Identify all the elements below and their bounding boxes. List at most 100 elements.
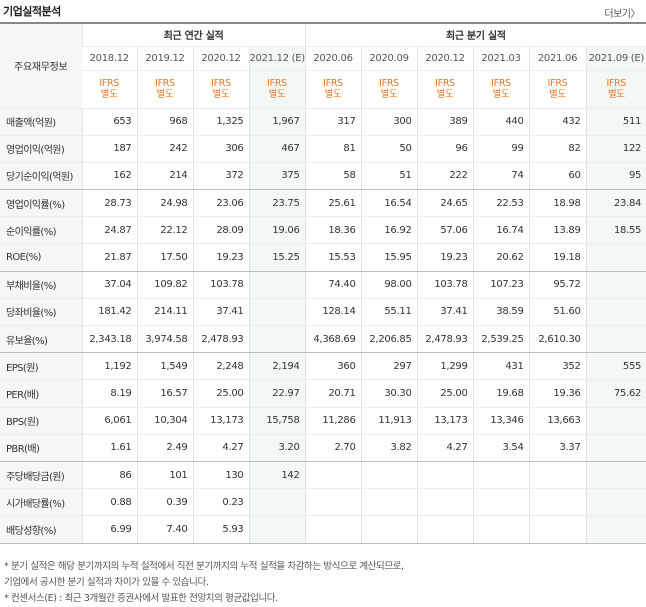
ifrs-standard-link[interactable]: IFRS 별도 (360, 70, 418, 109)
table-cell (360, 461, 418, 490)
ifrs-standard-link[interactable]: IFRS 별도 (416, 70, 474, 109)
table-cell: 22.12 (136, 216, 193, 245)
table-cell: 6.99 (81, 515, 137, 544)
table-cell: 74 (472, 162, 530, 191)
table-cell: 555 (585, 352, 646, 381)
table-cell: 81 (304, 135, 362, 163)
table-cell: 109.82 (136, 271, 193, 299)
table-cell: 0.23 (192, 488, 249, 517)
table-cell: 653 (81, 108, 137, 136)
row-label: 배당성향(%) (0, 515, 82, 544)
table-cell: 13,663 (528, 407, 587, 435)
row-label: 매출액(억원) (0, 108, 82, 136)
table-cell: 15.95 (360, 243, 418, 272)
table-cell: 51.60 (528, 298, 587, 327)
table-cell (528, 515, 587, 544)
row-label: 영업이익(억원) (0, 135, 82, 163)
table-cell: 11,286 (304, 407, 362, 435)
footnote: 기업에서 공시한 분기 실적과 차이가 있을 수 있습니다. (4, 577, 209, 588)
table-cell (472, 515, 530, 544)
table-row: 시가배당률(%) 0.88 0.39 0.23 (0, 488, 646, 517)
table-cell: 20.62 (472, 243, 530, 272)
table-cell: 352 (528, 352, 587, 381)
ifrs-separate-label: 별도 (436, 89, 454, 100)
table-cell: 3.37 (528, 434, 587, 462)
table-cell: 24.65 (416, 189, 474, 218)
table-cell: 107.23 (472, 271, 530, 299)
table-cell: 16.57 (136, 379, 193, 408)
period-header: 2020.12 (416, 46, 474, 71)
table-cell: 25.00 (192, 379, 249, 408)
table-cell: 1,967 (248, 108, 306, 136)
ifrs-standard-link[interactable]: IFRS 별도 (472, 70, 530, 109)
ifrs-standard-link[interactable]: IFRS 별도 (82, 70, 137, 109)
ifrs-standard-link[interactable]: IFRS 별도 (192, 70, 249, 109)
table-cell: 181.42 (81, 298, 137, 327)
table-cell: 30.30 (360, 379, 418, 408)
table-cell (248, 271, 306, 299)
table-cell: 19.06 (248, 216, 306, 245)
table-cell: 128.14 (304, 298, 362, 327)
table-cell: 18.98 (528, 189, 587, 218)
ifrs-separate-label: 별도 (156, 89, 174, 100)
chevron-right-icon: 〉 (630, 9, 641, 20)
table-cell (585, 407, 646, 435)
table-cell (248, 298, 306, 327)
table-cell (360, 515, 418, 544)
table-cell: 23.06 (192, 189, 249, 218)
table-cell: 19.23 (192, 243, 249, 272)
ifrs-standard-link[interactable]: IFRS 별도 (585, 70, 646, 109)
table-cell: 297 (360, 352, 418, 381)
ifrs-standard-link[interactable]: IFRS 별도 (248, 70, 306, 109)
table-cell (472, 488, 530, 517)
table-cell: 5.93 (192, 515, 249, 544)
ifrs-standard-link[interactable]: IFRS 별도 (528, 70, 587, 109)
row-label: 영업이익률(%) (0, 189, 82, 218)
table-cell: 2,478.93 (416, 325, 474, 354)
table-cell: 142 (248, 461, 306, 490)
table-cell: 360 (304, 352, 362, 381)
table-cell (585, 461, 646, 490)
table-cell: 4.27 (192, 434, 249, 462)
table-cell: 57.06 (416, 216, 474, 245)
table-cell: 103.78 (192, 271, 249, 299)
footnote: * 컨센서스(E) : 최근 3개월간 증권사에서 발표한 전망치의 평균값입니… (4, 593, 278, 604)
ifrs-separate-label: 별도 (607, 89, 625, 100)
table-cell: 16.54 (360, 189, 418, 218)
table-cell (585, 298, 646, 327)
table-cell (528, 488, 587, 517)
table-cell: 98.00 (360, 271, 418, 299)
table-cell: 13,346 (472, 407, 530, 435)
table-row: PER(배) 8.19 16.57 25.00 22.97 20.71 30.30 25.00… (0, 379, 646, 408)
more-link[interactable]: 더보기〉 (604, 5, 640, 20)
table-cell: 86 (81, 461, 137, 490)
table-row: 당기순이익(억원) 162 214 372 375 58 51 222 74 60 95 (0, 162, 646, 191)
table-row: 유보율(%) 2,343.18 3,974.58 2,478.93 4,368.69 2,… (0, 325, 646, 354)
table-row: 부채비율(%) 37.04 109.82 103.78 74.40 98.00 103.78… (0, 271, 646, 299)
ifrs-standard-link[interactable]: IFRS 별도 (304, 70, 362, 109)
table-cell: 22.97 (248, 379, 306, 408)
table-cell: 222 (416, 162, 474, 191)
table-cell (585, 325, 646, 354)
table-cell (585, 271, 646, 299)
period-header: 2021.03 (472, 46, 530, 71)
table-cell: 18.36 (304, 216, 362, 245)
ifrs-separate-label: 별도 (380, 89, 398, 100)
table-row: 영업이익(억원) 187 242 306 467 81 50 96 99 82 122 (0, 135, 646, 163)
table-cell: 0.39 (136, 488, 193, 517)
table-cell: 28.09 (192, 216, 249, 245)
table-cell: 375 (248, 162, 306, 191)
row-label: 주당배당금(원) (0, 461, 82, 490)
row-header-label: 주요재무정보 (0, 23, 82, 109)
ifrs-standard-link[interactable]: IFRS 별도 (136, 70, 193, 109)
table-cell: 2.70 (304, 434, 362, 462)
table-cell: 13,173 (192, 407, 249, 435)
row-label: 순이익률(%) (0, 216, 82, 245)
ifrs-label: IFRS (267, 78, 287, 89)
table-cell: 162 (81, 162, 137, 191)
table-cell: 96 (416, 135, 474, 163)
page-title: 기업실적분석 (3, 5, 61, 18)
table-cell: 23.75 (248, 189, 306, 218)
table-cell: 3.82 (360, 434, 418, 462)
table-cell: 15,758 (248, 407, 306, 435)
